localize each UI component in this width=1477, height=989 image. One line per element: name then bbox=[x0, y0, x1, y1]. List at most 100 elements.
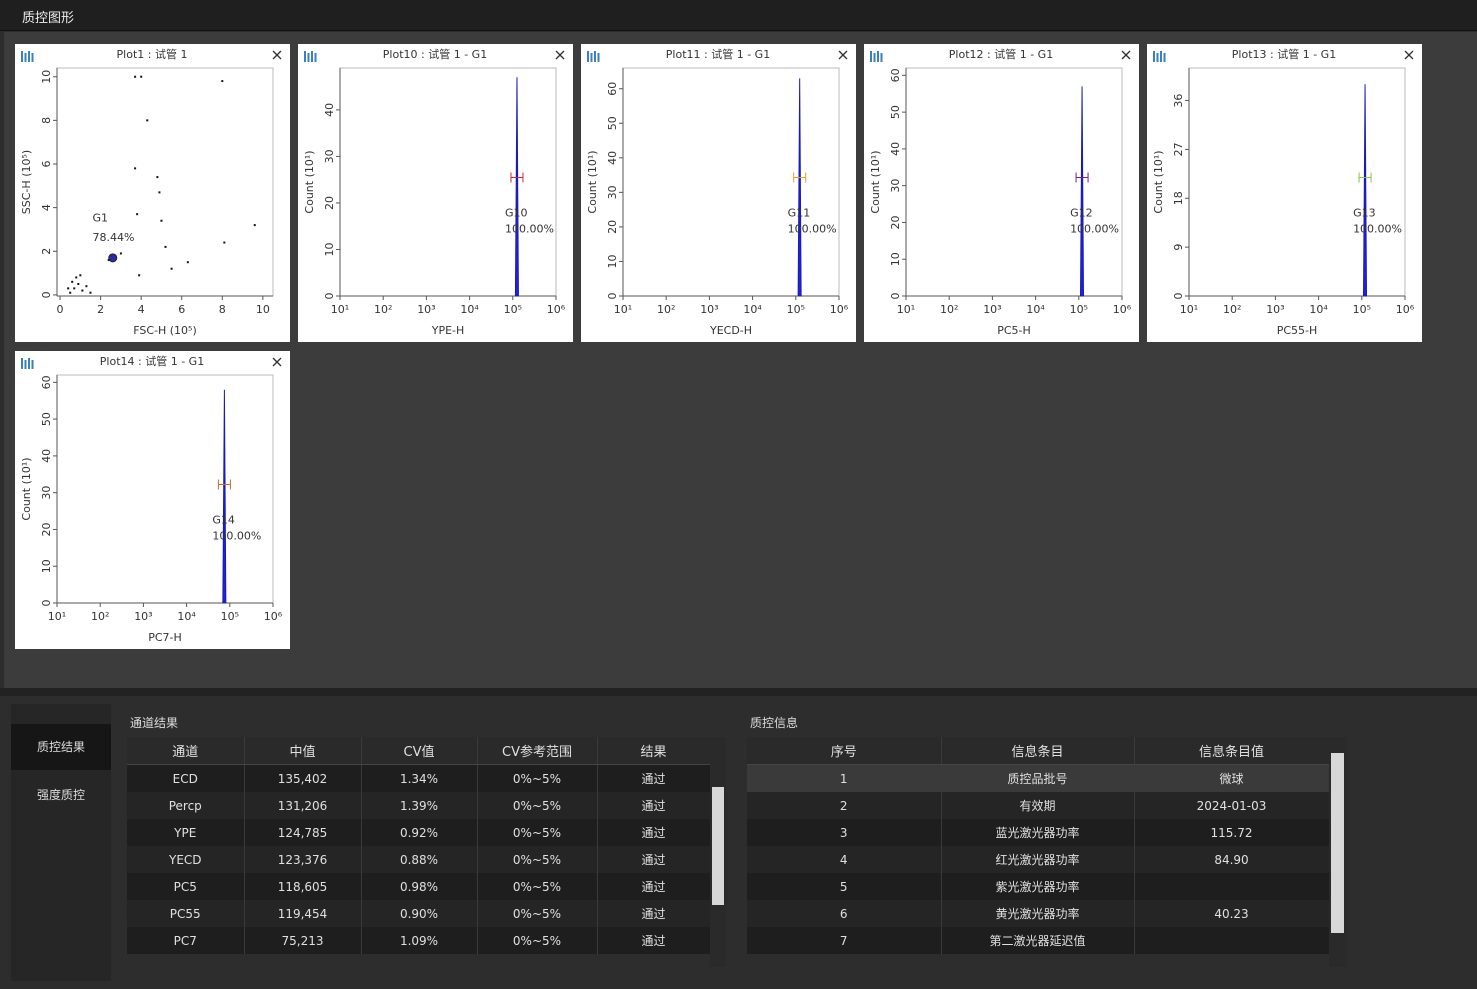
gate-marker bbox=[1075, 172, 1089, 183]
tab[interactable]: 强度质控 bbox=[36, 788, 85, 802]
table-row[interactable]: YPE 124,785 0.92% 0%~5% 通过 bbox=[127, 819, 710, 846]
column-header: 通道 bbox=[127, 737, 245, 765]
plot-icon bbox=[873, 53, 876, 62]
gate-name: G10 bbox=[505, 206, 528, 219]
tab[interactable]: 质控结果 bbox=[11, 724, 111, 770]
gate-percent: 100.00% bbox=[1353, 222, 1402, 235]
x-axis-label: YPE-H bbox=[431, 324, 465, 337]
table-cell: 2 bbox=[747, 792, 942, 819]
table-row[interactable]: PC5 118,605 0.98% 0%~5% 通过 bbox=[127, 873, 710, 900]
header-row: 序号 信息条目 信息条目值 bbox=[747, 737, 1329, 765]
y-tick-label: 20 bbox=[606, 220, 619, 234]
y-tick-label: 60 bbox=[606, 82, 619, 96]
table-row[interactable]: 2 有效期 2024-01-03 bbox=[747, 792, 1329, 819]
close-button[interactable] bbox=[272, 357, 282, 367]
table-cell: 1.34% bbox=[361, 764, 478, 792]
table-cell: 0.92% bbox=[361, 819, 478, 846]
close-icon bbox=[838, 50, 848, 60]
table-row[interactable]: 3 蓝光激光器功率 115.72 bbox=[747, 819, 1329, 846]
table-row[interactable]: 4 红光激光器功率 84.90 bbox=[747, 846, 1329, 873]
x-axis-label: PC5-H bbox=[997, 324, 1031, 337]
scatter-point bbox=[186, 261, 189, 264]
y-tick-label: 50 bbox=[889, 105, 902, 119]
table-row[interactable]: PC7 75,213 1.09% 0%~5% 通过 bbox=[127, 927, 710, 954]
x-tick-label: 10³ bbox=[134, 610, 152, 623]
y-tick-label: 20 bbox=[889, 215, 902, 229]
scatter-point bbox=[253, 224, 256, 227]
scatter-point bbox=[160, 219, 163, 222]
x-tick-label: 10⁴ bbox=[460, 303, 479, 316]
table-cell: PC7 bbox=[127, 927, 245, 954]
plot-frame bbox=[56, 67, 274, 297]
table-cell: 第二激光器延迟值 bbox=[941, 927, 1135, 954]
y-tick-label: 40 bbox=[40, 449, 53, 463]
table-cell: 118,605 bbox=[244, 873, 362, 900]
scatter-point bbox=[79, 274, 82, 277]
table-row[interactable]: 1 质控品批号 微球 bbox=[747, 764, 1329, 792]
scrollbar[interactable] bbox=[710, 737, 726, 967]
table-row[interactable]: 6 黄光激光器功率 40.23 bbox=[747, 900, 1329, 927]
table-row[interactable]: 5 紫光激光器功率 bbox=[747, 873, 1329, 900]
table-row[interactable]: 7 第二激光器延迟值 bbox=[747, 927, 1329, 954]
x-tick-label: 10⁵ bbox=[1353, 303, 1371, 316]
scatter-point bbox=[119, 252, 122, 255]
plot-icon bbox=[31, 53, 34, 62]
histogram-peak bbox=[1079, 86, 1085, 297]
table-cell: PC55 bbox=[127, 900, 245, 927]
y-tick-label: 2 bbox=[40, 248, 53, 255]
table-row[interactable]: Percp 131,206 1.39% 0%~5% 通过 bbox=[127, 792, 710, 819]
table-cell: 0%~5% bbox=[477, 873, 598, 900]
plot-icon bbox=[21, 51, 23, 62]
table-cell: 紫光激光器功率 bbox=[941, 873, 1135, 900]
plot-icon bbox=[28, 358, 30, 369]
scatter-point bbox=[71, 280, 74, 283]
table-cell: 115.72 bbox=[1134, 819, 1329, 846]
plot-icon bbox=[311, 51, 313, 62]
table-cell: 通过 bbox=[597, 927, 710, 954]
gate-name: G1 bbox=[92, 212, 108, 225]
table-cell: 1 bbox=[747, 764, 942, 792]
table-cell: 通过 bbox=[597, 900, 710, 927]
scrollbar[interactable] bbox=[1329, 737, 1346, 967]
plot-frame bbox=[905, 67, 1123, 297]
scatter-point bbox=[67, 287, 70, 290]
y-axis-label: Count (10¹) bbox=[20, 457, 33, 520]
table-row[interactable]: PC55 119,454 0.90% 0%~5% 通过 bbox=[127, 900, 710, 927]
gate-marker bbox=[217, 479, 231, 490]
table-row[interactable]: YECD 123,376 0.88% 0%~5% 通过 bbox=[127, 846, 710, 873]
x-tick-label: 8 bbox=[219, 303, 226, 316]
y-tick-label: 60 bbox=[40, 375, 53, 389]
x-tick-label: 10³ bbox=[1266, 303, 1284, 316]
plot-frame bbox=[339, 67, 557, 297]
table-cell: 84.90 bbox=[1134, 846, 1329, 873]
table-cell: 1.09% bbox=[361, 927, 478, 954]
close-button[interactable] bbox=[555, 50, 565, 60]
table-cell: 1.39% bbox=[361, 792, 478, 819]
table-cell: 75,213 bbox=[244, 927, 362, 954]
plot-panel: Plot11 : 试管 1 - G1 10¹ 10² 10³ 10⁴ 10⁵ 10⁶ 0 10 2… bbox=[581, 44, 856, 342]
close-button[interactable] bbox=[838, 50, 848, 60]
y-axis-label: Count (10¹) bbox=[1152, 150, 1165, 213]
y-tick-label: 10 bbox=[323, 242, 336, 256]
x-tick-label: 10⁵ bbox=[787, 303, 805, 316]
close-button[interactable] bbox=[1121, 50, 1131, 60]
y-tick-label: 0 bbox=[40, 600, 53, 607]
histogram-peak bbox=[1362, 84, 1368, 297]
x-tick-label: 10² bbox=[940, 303, 958, 316]
scatter-point bbox=[156, 176, 159, 179]
gate-region bbox=[108, 253, 118, 263]
plot: Plot13 : 试管 1 - G1 10¹ 10² 10³ 10⁴ 10⁵ 10⁶ 0 9 18… bbox=[1152, 47, 1415, 337]
scatter-point bbox=[158, 191, 161, 194]
table-cell: 7 bbox=[747, 927, 942, 954]
scatter-point bbox=[136, 213, 139, 216]
close-icon bbox=[1404, 50, 1414, 60]
y-tick-label: 10 bbox=[889, 252, 902, 266]
plot-icon bbox=[31, 360, 34, 369]
x-tick-label: 10¹ bbox=[48, 610, 66, 623]
y-axis-label: Count (10¹) bbox=[586, 150, 599, 213]
table-cell: 通过 bbox=[597, 846, 710, 873]
y-tick-label: 10 bbox=[40, 70, 53, 84]
table-row[interactable]: ECD 135,402 1.34% 0%~5% 通过 bbox=[127, 764, 710, 792]
close-button[interactable] bbox=[1404, 50, 1414, 60]
close-button[interactable] bbox=[272, 50, 282, 60]
